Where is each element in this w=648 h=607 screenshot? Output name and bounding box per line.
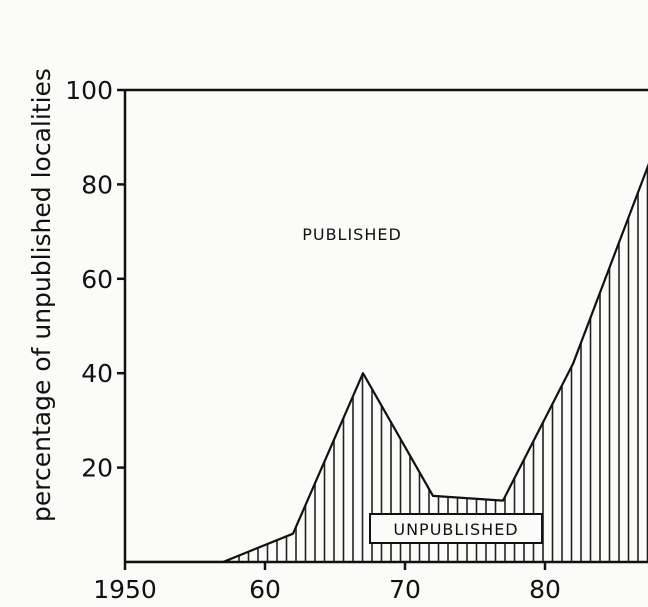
y-tick-label: 20 [81, 454, 113, 483]
y-tick-label: 80 [81, 170, 113, 199]
y-tick-label: 60 [81, 265, 113, 294]
series-line [125, 161, 648, 562]
published-label: PUBLISHED [302, 225, 402, 244]
axes [125, 90, 648, 562]
x-tick-label: 80 [529, 575, 561, 604]
hatch-lines [230, 167, 648, 562]
x-tick-label: 60 [249, 575, 281, 604]
x-tick-label: 70 [389, 575, 421, 604]
y-tick-label: 100 [65, 76, 113, 105]
x-tick-label: 1950 [93, 575, 157, 604]
unpublished-area [125, 161, 648, 562]
y-axis-title: percentage of unpublished localities [27, 68, 56, 522]
unpublished-label: UNPUBLISHED [393, 520, 518, 539]
y-tick-label: 40 [81, 359, 113, 388]
